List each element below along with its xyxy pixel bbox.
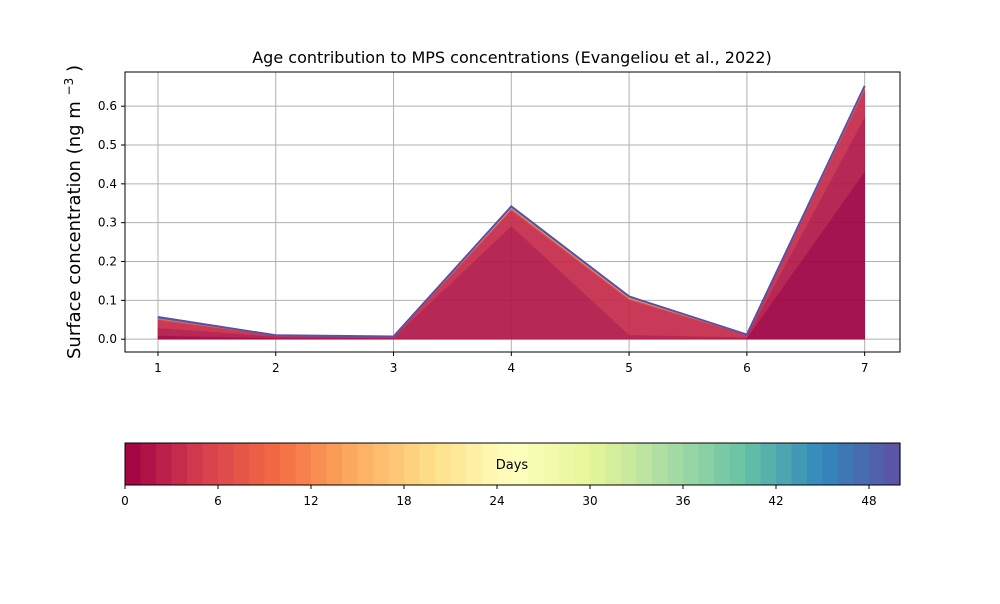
grid-lines [125,72,900,352]
colorbar-bin [373,443,390,485]
colorbar-bin [264,443,281,485]
colorbar-bin [450,443,467,485]
colorbar-bin [838,443,855,485]
colorbar-tick-label: 18 [396,494,411,508]
colorbar-bin [512,443,529,485]
colorbar-bin [683,443,700,485]
colorbar-bin [574,443,591,485]
y-tick-label: 0.6 [98,99,117,113]
y-axis-label-close: ) [64,65,85,72]
x-tick-label: 1 [154,361,162,375]
y-tick-label: 0.0 [98,332,117,346]
colorbar-bin [621,443,638,485]
colorbar-bin [404,443,421,485]
colorbar-bin [869,443,886,485]
colorbar-bin [357,443,374,485]
plot-frame [124,71,901,353]
colorbar-label: Days [496,458,529,473]
colorbar-bin [435,443,452,485]
x-tick-label: 7 [861,361,869,375]
colorbar-bin [807,443,824,485]
colorbar-bin [884,443,901,485]
x-tick-label: 6 [743,361,751,375]
colorbar-tick-label: 36 [675,494,690,508]
x-tick-label: 5 [625,361,633,375]
y-axis-label-superscript: −3 [62,78,76,96]
colorbar-bin [156,443,173,485]
colorbar [125,443,901,485]
colorbar-tick-label: 42 [768,494,783,508]
colorbar-bin [280,443,297,485]
stacked-areas [157,85,866,340]
total-outline-line [157,85,866,338]
colorbar-bin [729,443,746,485]
colorbar-bin [326,443,343,485]
x-axis-ticks: 1 2 3 4 5 6 7 [154,352,868,375]
colorbar-bin [652,443,669,485]
colorbar-bin [419,443,436,485]
colorbar-bin [481,443,498,485]
colorbar-bin [698,443,715,485]
chart-title: Age contribution to MPS concentrations (… [252,48,772,67]
colorbar-bin [187,443,204,485]
colorbar-tick-label: 0 [121,494,129,508]
y-axis-label-main: Surface concentration (ng m [64,101,85,359]
colorbar-bin [543,443,560,485]
y-axis-label: Surface concentration (ng m −3 ) [57,65,85,359]
colorbar-bin [466,443,483,485]
colorbar-tick-label: 12 [303,494,318,508]
x-tick-label: 3 [390,361,398,375]
y-tick-label: 0.1 [98,293,117,307]
colorbar-bin [497,443,514,485]
colorbar-bin [140,443,157,485]
colorbar-bin [202,443,219,485]
colorbar-bin [636,443,653,485]
x-tick-label: 4 [508,361,516,375]
y-tick-label: 0.3 [98,216,117,230]
colorbar-bin [667,443,684,485]
colorbar-bin [822,443,839,485]
colorbar-frame [124,442,901,486]
colorbar-bin [745,443,762,485]
colorbar-bin [528,443,545,485]
colorbar-bin [388,443,405,485]
y-tick-label: 0.5 [98,138,117,152]
colorbar-bin [233,443,250,485]
colorbar-bin [249,443,266,485]
colorbar-bin [311,443,328,485]
colorbar-bin [605,443,622,485]
colorbar-tick-label: 24 [489,494,504,508]
colorbar-bin [559,443,576,485]
colorbar-tick-label: 30 [582,494,597,508]
colorbar-tick-label: 48 [861,494,876,508]
x-tick-label: 2 [272,361,280,375]
colorbar-bin [342,443,359,485]
colorbar-bin [295,443,312,485]
colorbar-bin [590,443,607,485]
colorbar-bin [853,443,870,485]
colorbar-bin [714,443,731,485]
y-tick-label: 0.4 [98,177,117,191]
colorbar-bin [218,443,235,485]
colorbar-bin [171,443,188,485]
colorbar-tick-label: 6 [214,494,222,508]
colorbar-ticks: 0 6 12 18 24 30 36 42 48 [121,485,877,508]
y-axis-ticks: 0.0 0.1 0.2 0.3 0.4 0.5 0.6 [98,99,125,346]
colorbar-bin [760,443,777,485]
y-tick-label: 0.2 [98,255,117,269]
colorbar-bin [125,443,142,485]
colorbar-bin [776,443,793,485]
colorbar-bin [791,443,808,485]
